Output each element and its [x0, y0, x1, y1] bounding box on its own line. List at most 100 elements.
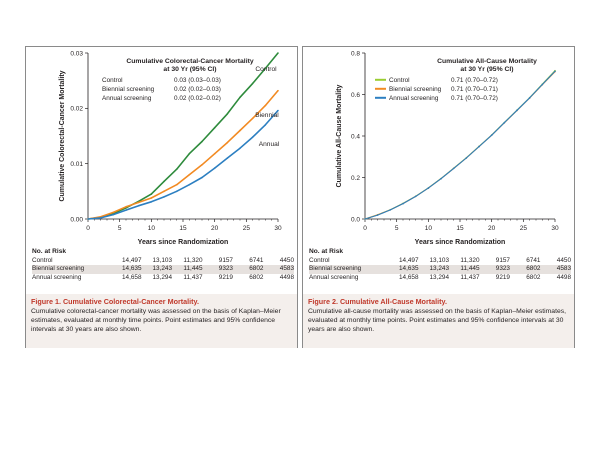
legend-label: Control: [102, 77, 123, 84]
data-point: [277, 89, 279, 92]
y-tick-label: 0.02: [70, 106, 83, 113]
risk-cell: 14,497: [398, 256, 419, 264]
x-axis-title: Years since Randomization: [138, 239, 229, 246]
data-point: [150, 197, 153, 199]
data-point: [163, 190, 165, 193]
data-point: [414, 195, 417, 198]
data-point: [125, 209, 127, 211]
y-tick-label: 0.6: [351, 92, 360, 99]
x-tick-label: 30: [274, 225, 282, 232]
risk-cell: 11,320: [183, 256, 203, 264]
risk-cell: 13,243: [141, 265, 173, 274]
x-tick-label: 15: [456, 225, 464, 232]
data-point: [188, 183, 191, 186]
risk-row-label: Annual screening: [309, 273, 359, 281]
risk-cell: 6741: [526, 256, 541, 264]
risk-cell: 11,320: [460, 256, 480, 264]
risk-table-header: No. at Risk: [309, 248, 344, 255]
legend-estimate: 0.02 (0.02–0.02): [174, 95, 221, 102]
x-tick-label: 10: [425, 225, 433, 232]
data-point: [137, 201, 140, 204]
data-point: [163, 180, 165, 183]
figure-caption: Figure 2. Cumulative All-Cause Mortality…: [303, 294, 574, 348]
risk-cell: 4498: [279, 273, 294, 281]
data-point: [264, 124, 267, 126]
all-cause-mortality-chart: 0 5 10 15 20 25 30 0.0 0.2 0.4 0.6 0.8 Years since R…: [336, 50, 559, 246]
risk-cell: 13,243: [418, 265, 450, 274]
risk-cell: 9157: [495, 256, 510, 264]
legend-estimate: 0.03 (0.03–0.03): [174, 77, 221, 84]
data-point: [440, 177, 442, 180]
risk-cell: 4450: [556, 256, 571, 264]
data-point: [125, 206, 127, 208]
data-point: [201, 163, 203, 166]
data-point: [554, 70, 556, 73]
risk-cell: 11,437: [460, 273, 480, 281]
colorectal-mortality-chart: 0 5 10 15 20 25 30 0.00 0.01 0.02 0.03 Years since …: [59, 50, 282, 246]
risk-row-annual: Annual screening 14,658 13,294 11,437 92…: [309, 274, 571, 283]
x-tick-label: 0: [363, 225, 367, 232]
y-tick-label: 0.4: [351, 133, 360, 140]
risk-row-control: Control 14,497 13,103 11,320 9157 6741 4…: [32, 257, 294, 266]
data-point: [201, 140, 203, 143]
data-point: [239, 129, 241, 132]
data-point: [188, 173, 191, 176]
data-point: [239, 147, 241, 149]
risk-cell: 6741: [249, 256, 264, 264]
data-point: [188, 152, 191, 155]
y-tick-label: 0.8: [351, 50, 360, 57]
legend-label: Annual screening: [389, 95, 439, 102]
legend-estimate: 0.02 (0.02–0.03): [174, 86, 221, 93]
x-tick-label: 5: [395, 225, 399, 232]
caption-text: Cumulative colorectal-cancer mortality w…: [31, 308, 281, 333]
risk-table-header: No. at Risk: [32, 248, 67, 255]
risk-cell: 4583: [540, 265, 571, 274]
data-point: [137, 204, 140, 207]
y-tick-label: 0.2: [351, 175, 360, 182]
data-point: [112, 211, 115, 214]
risk-cell: 6802: [249, 273, 264, 281]
data-point: [465, 157, 468, 159]
data-point: [478, 145, 480, 148]
chart-title: Cumulative Colorectal-Cancer Mortality: [126, 58, 254, 65]
series-line-0: [87, 52, 279, 220]
legend-label: Biennial screening: [102, 86, 155, 93]
data-point: [376, 214, 379, 216]
data-point: [226, 141, 229, 144]
figure-caption: Figure 1. Cumulative Colorectal-Cancer M…: [26, 294, 297, 348]
figure-1-panel: 0 5 10 15 20 25 30 0.00 0.01 0.02 0.03 Years since …: [25, 46, 298, 348]
risk-cell: 14,635: [388, 265, 419, 274]
risk-cell: 14,658: [398, 273, 419, 281]
y-tick-label: 0.01: [70, 161, 83, 168]
data-point: [201, 176, 203, 179]
series-line-1: [364, 71, 556, 220]
risk-cell: 11,437: [183, 273, 203, 281]
data-point: [541, 83, 544, 86]
risk-table-2: No. at Risk Control 14,497 13,103 11,320…: [309, 248, 571, 282]
risk-cell: 6802: [526, 273, 541, 281]
y-tick-label: 0.03: [70, 50, 83, 57]
data-point: [389, 209, 392, 211]
y-axis-title: Cumulative All-Cause Mortality: [336, 84, 343, 187]
risk-row-label: Control: [309, 256, 330, 264]
series-line-2: [364, 70, 556, 220]
legend-estimate: 0.71 (0.70–0.71): [451, 86, 498, 93]
risk-cell: 9323: [202, 265, 233, 274]
data-point: [175, 168, 178, 170]
risk-cell: 4583: [263, 265, 294, 274]
x-tick-label: 10: [148, 225, 156, 232]
risk-table-1: No. at Risk Control 14,497 13,103 11,320…: [32, 248, 294, 282]
caption-title: Figure 1. Cumulative Colorectal-Cancer M…: [31, 297, 200, 306]
data-point: [99, 217, 102, 219]
x-tick-label: 0: [86, 225, 90, 232]
data-point: [213, 152, 216, 155]
risk-cell: 9219: [495, 273, 510, 281]
caption-title: Figure 2. Cumulative All-Cause Mortality…: [308, 297, 447, 306]
risk-cell: 14,635: [111, 265, 142, 274]
data-point: [427, 187, 430, 189]
data-point: [402, 202, 404, 205]
legend-label: Annual screening: [102, 95, 152, 102]
data-point: [150, 201, 153, 203]
caption-text: Cumulative all-cause mortality was asses…: [308, 308, 567, 333]
risk-cell: 13,103: [152, 256, 173, 264]
